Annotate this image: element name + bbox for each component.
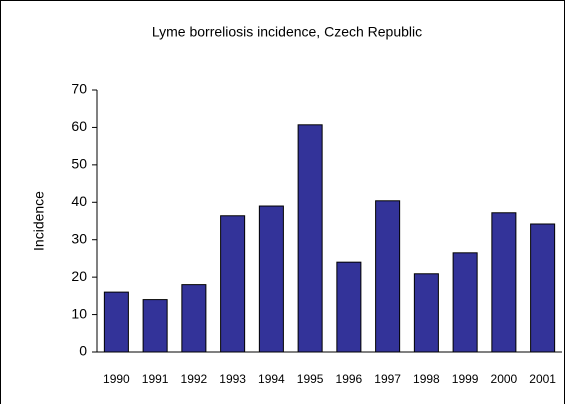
bar <box>491 212 517 353</box>
y-tick-label: 70 <box>71 81 87 97</box>
y-tick-label: 10 <box>71 305 87 321</box>
x-tick-label: 1999 <box>452 372 479 386</box>
x-tick-label: 1992 <box>181 372 208 386</box>
y-tick-label: 60 <box>71 118 87 134</box>
x-tick-label: 1990 <box>103 372 130 386</box>
chart-title: Lyme borreliosis incidence, Czech Republ… <box>152 24 422 40</box>
x-tick-label: 1995 <box>297 372 324 386</box>
x-tick-label: 1993 <box>219 372 246 386</box>
x-tick-label: 2000 <box>491 372 518 386</box>
y-tick-label: 40 <box>71 193 87 209</box>
x-tick-label: 1998 <box>413 372 440 386</box>
bar <box>220 215 246 353</box>
x-tick-label: 1996 <box>336 372 363 386</box>
bar <box>181 284 207 353</box>
bar <box>452 252 478 353</box>
y-tick-label: 50 <box>71 156 87 172</box>
y-tick-label: 0 <box>79 343 87 359</box>
y-tick-label: 30 <box>71 230 87 246</box>
bar <box>336 261 362 353</box>
bar <box>413 273 439 353</box>
y-axis-label: Incidence <box>31 191 47 251</box>
bar <box>530 223 556 353</box>
bar <box>258 205 284 353</box>
x-tick-label: 1991 <box>142 372 169 386</box>
bar <box>142 299 168 353</box>
y-tick-label: 20 <box>71 268 87 284</box>
x-tick-label: 1997 <box>374 372 401 386</box>
bar <box>375 200 401 353</box>
bar <box>103 291 129 353</box>
x-tick-label: 1994 <box>258 372 285 386</box>
bar <box>297 124 323 353</box>
x-tick-label: 2001 <box>529 372 556 386</box>
